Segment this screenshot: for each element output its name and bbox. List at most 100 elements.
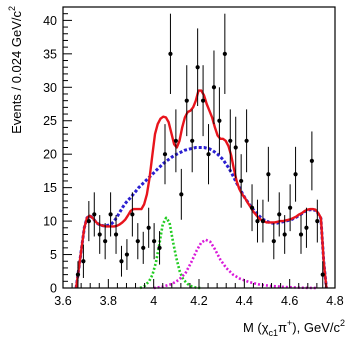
data-point (298, 215, 304, 254)
data-marker (97, 232, 102, 237)
x-axis-title-sup: + (287, 318, 292, 328)
data-point (249, 184, 255, 232)
data-marker (233, 145, 238, 150)
data-marker (103, 239, 108, 244)
y-tick-label: 15 (43, 181, 57, 195)
data-point (288, 184, 293, 232)
x-tick-label: 4.8 (326, 294, 343, 308)
x-axis-title: M (χc1π+), GeV/c2 (243, 318, 345, 338)
data-point (206, 124, 211, 185)
data-point (228, 109, 233, 173)
data-point (320, 261, 325, 288)
x-axis-title-sub: c1 (269, 328, 279, 338)
x-axis-title-mid: π (278, 320, 287, 335)
y-axis-title-main: Events / 0.024 GeV/c (9, 11, 24, 134)
data-marker (255, 218, 260, 224)
data-point (315, 199, 320, 243)
data-marker (282, 232, 287, 237)
data-marker (86, 218, 91, 224)
y-tick-label: 40 (43, 14, 57, 28)
y-tick-label: 35 (43, 47, 57, 61)
data-marker (195, 65, 200, 70)
data-marker (239, 178, 244, 184)
data-marker (309, 158, 314, 163)
data-marker (211, 85, 217, 90)
data-marker (271, 239, 276, 244)
data-point (141, 231, 146, 264)
data-point (162, 124, 168, 185)
plot-area: 3.6 3.8 4 4.2 4.4 4.6 4.8 0 5 10 15 20 25 30 35 40 (43, 6, 344, 308)
y-tick-label: 25 (43, 114, 57, 128)
data-marker (113, 232, 119, 237)
data-marker (130, 212, 135, 217)
data-marker (108, 212, 113, 217)
data-point (277, 192, 282, 237)
data-marker (206, 152, 211, 157)
data-marker (304, 225, 309, 230)
data-point (135, 223, 140, 260)
x-tick-label: 4.2 (190, 294, 207, 308)
y-tick-label: 10 (43, 215, 57, 229)
y-tick-label: 30 (43, 81, 57, 95)
data-marker (222, 51, 227, 56)
x-axis-title-pre: M (χ (243, 320, 269, 335)
data-point (108, 192, 113, 237)
data-point (157, 231, 162, 265)
data-marker (200, 98, 206, 103)
data-point (152, 223, 157, 260)
data-marker (184, 98, 189, 103)
data-point (304, 207, 309, 248)
axis-ticks (62, 6, 336, 289)
data-point (266, 146, 271, 202)
data-marker (119, 259, 124, 264)
data-point (239, 154, 244, 208)
data-marker (135, 239, 140, 244)
data-point (309, 131, 314, 191)
x-tick-label: 4 (150, 294, 157, 308)
y-tick-labels: 0 5 10 15 20 25 30 35 40 (43, 14, 57, 296)
data-marker (162, 152, 168, 157)
data-point (86, 201, 91, 242)
data-marker (190, 138, 195, 143)
data-point (146, 207, 151, 248)
data-marker (157, 245, 162, 250)
data-point (222, 13, 227, 94)
data-point (217, 87, 222, 155)
data-point (195, 28, 200, 107)
x-axis-title-sup2: 2 (340, 318, 345, 328)
data-point (92, 192, 97, 237)
data-marker (320, 272, 325, 277)
data-point (260, 199, 266, 243)
data-point (244, 109, 249, 173)
data-marker (81, 259, 86, 264)
data-point (75, 261, 81, 288)
y-axis-title-sup: 2 (7, 6, 17, 11)
data-points (75, 13, 325, 288)
data-point (119, 245, 124, 277)
y-tick-label: 0 (50, 282, 57, 296)
data-point (113, 215, 119, 254)
data-marker (217, 118, 222, 123)
data-point (255, 199, 260, 243)
data-marker (293, 172, 298, 177)
data-point (179, 168, 184, 220)
data-point (184, 65, 189, 137)
data-point (81, 244, 86, 278)
data-point (103, 223, 108, 260)
y-tick-label: 20 (43, 148, 57, 162)
y-tick-label: 5 (50, 248, 57, 262)
data-marker (75, 272, 81, 277)
data-point (200, 65, 206, 137)
z1-component-curve (139, 216, 202, 290)
data-point (173, 109, 178, 173)
x-tick-label: 4.6 (281, 294, 298, 308)
data-marker (288, 205, 293, 210)
data-point (130, 192, 135, 237)
data-marker (315, 218, 320, 224)
data-marker (152, 239, 157, 244)
x-tick-label: 3.6 (54, 294, 71, 308)
z2-component-curve (153, 238, 317, 290)
data-marker (179, 192, 184, 197)
data-marker (228, 138, 233, 143)
